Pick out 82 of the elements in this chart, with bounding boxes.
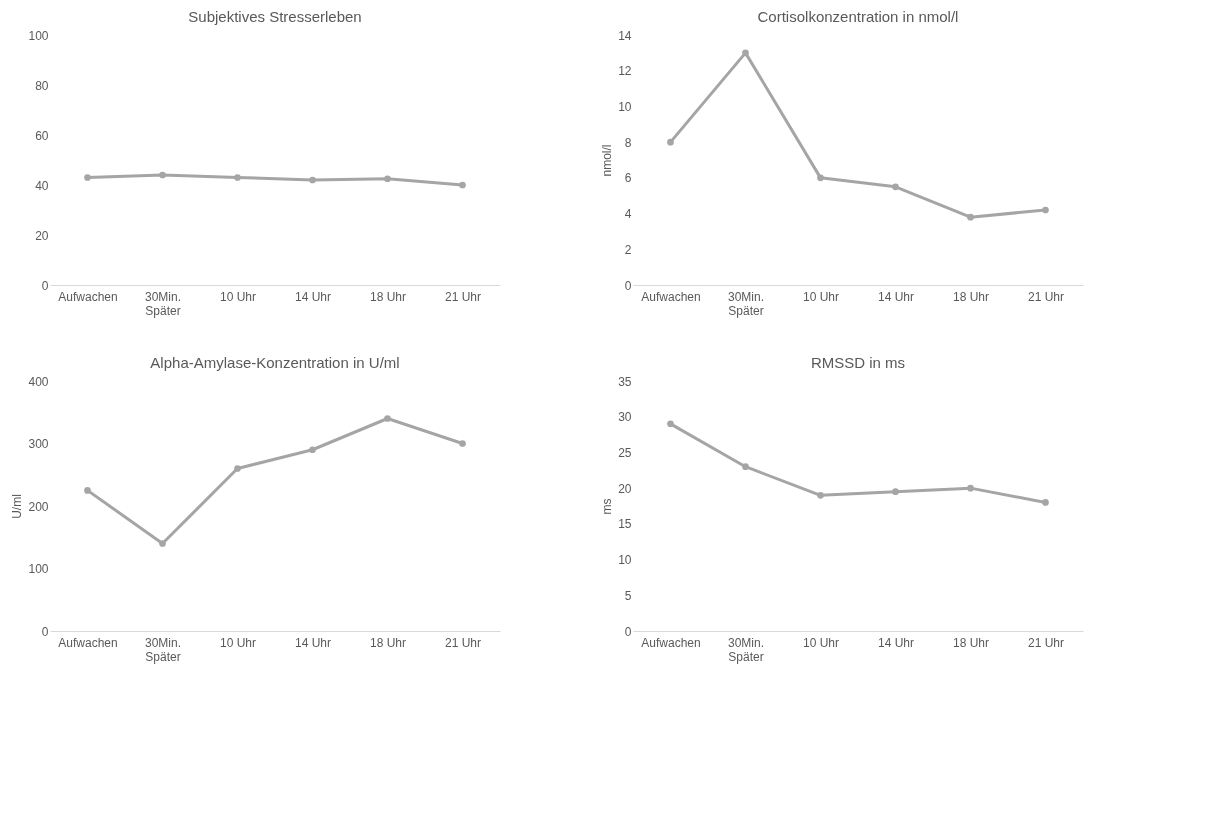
x-tick-label: 14 Uhr xyxy=(877,635,915,650)
point xyxy=(892,488,899,496)
point xyxy=(1042,499,1049,506)
x-tick-label: 10 Uhr xyxy=(802,635,840,650)
y-tick-label: 80 xyxy=(35,78,49,93)
y-tick-label: 0 xyxy=(624,278,632,293)
y-tick-label: 8 xyxy=(624,135,632,150)
point xyxy=(667,420,674,428)
point xyxy=(84,174,91,181)
chart-title: Subjektives Stresserleben xyxy=(188,8,362,25)
chart-title: Cortisolkonzentration in nmol/l xyxy=(757,8,959,25)
x-tick-label: 30Min. Später xyxy=(727,289,765,318)
y-tick-label: 40 xyxy=(35,178,49,193)
y-tick-label: 60 xyxy=(35,128,49,143)
point xyxy=(1042,206,1049,214)
y-tick-label: 10 xyxy=(618,553,632,568)
point xyxy=(384,415,391,422)
x-tick-label: 30Min. Später xyxy=(727,635,765,664)
y-tick-label: 2 xyxy=(624,242,632,257)
point xyxy=(234,174,241,181)
point xyxy=(817,174,824,182)
x-tick-label: 30Min. Später xyxy=(144,635,182,664)
point xyxy=(234,465,241,472)
point xyxy=(459,181,466,189)
x-tick-label: 21 Uhr xyxy=(444,289,482,304)
x-tick-label: 18 Uhr xyxy=(952,635,990,650)
x-tick-label: 18 Uhr xyxy=(952,289,990,304)
y-tick-label: 4 xyxy=(624,207,632,222)
y-tick-label: 200 xyxy=(28,499,49,514)
x-tick-label: 14 Uhr xyxy=(877,289,915,304)
x-tick-label: 18 Uhr xyxy=(369,635,407,650)
y-tick-label: 25 xyxy=(618,445,632,460)
point xyxy=(384,175,391,183)
y-tick-label: 14 xyxy=(618,28,632,43)
y-tick-label: 300 xyxy=(28,437,49,451)
point xyxy=(967,484,974,492)
y-axis-title: nmol/l xyxy=(600,144,615,177)
x-tick-label: 18 Uhr xyxy=(369,289,407,304)
point xyxy=(459,440,466,447)
x-tick-label: Aufwachen xyxy=(641,289,701,304)
x-tick-label: Aufwachen xyxy=(58,289,118,304)
x-tick-label: 21 Uhr xyxy=(1027,289,1065,304)
point xyxy=(309,176,316,184)
x-tick-label: 21 Uhr xyxy=(1027,635,1065,650)
x-tick-label: 10 Uhr xyxy=(219,635,257,650)
point xyxy=(892,183,899,191)
y-tick-label: 400 xyxy=(28,374,49,389)
y-axis-title: U/ml xyxy=(10,494,25,519)
y-tick-label: 5 xyxy=(624,588,632,603)
chart-title: Alpha-Amylase-Konzentration in U/ml xyxy=(150,354,400,371)
point xyxy=(159,540,166,547)
y-tick-label: 10 xyxy=(618,99,632,114)
y-tick-label: 12 xyxy=(618,64,632,79)
x-tick-label: 30Min. Später xyxy=(144,289,182,318)
y-tick-label: 30 xyxy=(618,410,632,425)
point xyxy=(309,446,316,454)
point xyxy=(967,213,974,221)
y-tick-label: 6 xyxy=(624,171,632,186)
y-tick-label: 35 xyxy=(618,374,632,389)
y-tick-label: 0 xyxy=(41,278,49,293)
x-tick-label: 14 Uhr xyxy=(294,289,332,304)
point xyxy=(84,487,91,494)
y-tick-label: 100 xyxy=(28,562,49,576)
y-tick-label: 0 xyxy=(41,624,49,639)
y-tick-label: 15 xyxy=(618,517,632,532)
point xyxy=(667,138,674,146)
y-tick-label: 100 xyxy=(28,28,49,43)
point xyxy=(742,463,749,471)
x-tick-label: 10 Uhr xyxy=(802,289,840,304)
y-tick-label: 20 xyxy=(618,481,632,496)
x-tick-label: Aufwachen xyxy=(641,635,701,650)
x-tick-label: 14 Uhr xyxy=(294,635,332,650)
x-tick-label: 10 Uhr xyxy=(219,289,257,304)
point xyxy=(742,49,749,57)
x-tick-label: Aufwachen xyxy=(58,635,118,650)
x-tick-label: 21 Uhr xyxy=(444,635,482,650)
point xyxy=(159,171,166,179)
y-axis-title: ms xyxy=(600,498,615,515)
y-tick-label: 20 xyxy=(35,228,49,243)
point xyxy=(817,491,824,499)
chart-title: RMSSD in ms xyxy=(810,354,906,371)
y-tick-label: 0 xyxy=(624,624,632,639)
